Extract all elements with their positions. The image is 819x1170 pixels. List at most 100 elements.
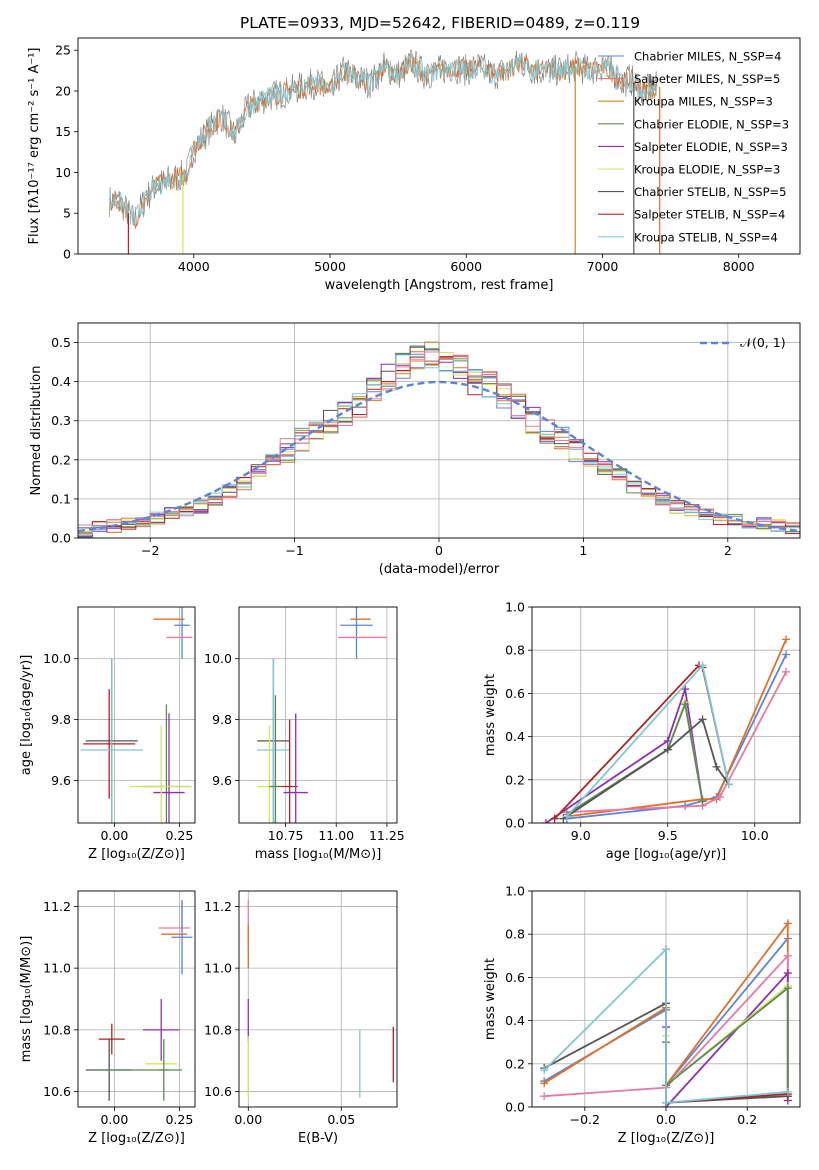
data-point-marker (540, 1092, 549, 1101)
x-tick-label: 0 (435, 543, 443, 558)
legend-label: Kroupa ELODIE, N_SSP=3 (634, 163, 780, 177)
data-point-marker (783, 919, 792, 928)
legend-label: 𝒩(0, 1) (740, 335, 786, 350)
y-tick-label: 0.0 (505, 816, 525, 831)
x-axis-label: wavelength [Angstrom, rest frame] (325, 278, 554, 293)
mass-weight-line (665, 970, 789, 1107)
y-tick-label: 9.6 (212, 773, 232, 788)
y-tick-label: 0.0 (51, 531, 71, 546)
x-axis-label: age [log₁₀(age/yr)] (606, 847, 727, 862)
mass-weight-line (545, 688, 704, 823)
mass-weight-vs-age-panel: 9.0 9.5 10.0 0.0 0.2 0.4 0.6 0.8 1.0 age [log₁₀(a… (483, 600, 801, 862)
spectrum-title: PLATE=0933, MJD=52642, FIBERID=0489, z=0… (240, 14, 640, 32)
legend-label: Salpeter ELODIE, N_SSP=3 (634, 140, 788, 154)
legend-label: Salpeter STELIB, N_SSP=4 (634, 208, 785, 222)
spectrum-panel: 4000 5000 6000 7000 8000 0 5 10 15 20 25 wavelength… (27, 37, 801, 293)
axes-frame (77, 606, 196, 824)
x-tick-label: 10.0 (741, 828, 769, 843)
x-tick-label: 0.0 (656, 1112, 676, 1127)
plot-area (540, 919, 792, 1107)
y-tick-label: 25 (55, 43, 71, 58)
y-tick-label: 0.2 (505, 772, 525, 787)
legend-label: Kroupa MILES, N_SSP=3 (634, 95, 773, 109)
spectrum-line (108, 52, 658, 229)
data-point-marker (783, 984, 792, 993)
spectrum-line (108, 52, 658, 226)
data-point-marker (540, 1066, 549, 1075)
data-point-marker (540, 1079, 549, 1088)
data-point-marker (783, 1087, 792, 1096)
x-tick-label: 7000 (587, 259, 619, 274)
y-tick-label: 9.6 (51, 773, 71, 788)
y-tick-label: 11.0 (43, 961, 71, 976)
x-tick-label: 0.25 (165, 1112, 193, 1127)
data-point-marker (662, 1098, 670, 1107)
x-axis-label: Z [log₁₀(Z/Z⊙)] (88, 847, 185, 862)
y-tick-label: 1.0 (505, 600, 525, 615)
y-tick-label: 0.4 (505, 729, 525, 744)
data-point-marker (662, 945, 670, 954)
axes-frame (531, 890, 801, 1108)
mass-weight-line (566, 698, 704, 816)
y-tick-label: 10.6 (204, 1084, 232, 1099)
x-tick-label: 0.00 (234, 1112, 262, 1127)
y-tick-label: 0.3 (51, 413, 71, 428)
y-tick-label: 0.2 (51, 452, 71, 467)
age-vs-mass-panel: 10.75 11.00 11.25 9.6 9.8 10.0 mass [log₁₀(M/M… (204, 606, 405, 862)
plot-area (78, 341, 800, 538)
mass-weight-line (665, 949, 788, 1104)
plot-area (80, 607, 193, 823)
data-point-marker (541, 819, 550, 823)
normal-curve (78, 380, 800, 533)
y-tick-label: 10.0 (204, 651, 232, 666)
histogram-step (78, 355, 800, 537)
x-axis-label: Z [log₁₀(Z/Z⊙)] (618, 1131, 715, 1146)
y-tick-label: 9.8 (51, 712, 71, 727)
x-tick-label: 9.5 (658, 828, 678, 843)
y-tick-label: 10.6 (43, 1084, 71, 1099)
y-tick-label: 20 (55, 83, 71, 98)
x-tick-label: 0.05 (327, 1112, 355, 1127)
axes-frame (77, 37, 801, 255)
y-axis-label: Flux [fλ10⁻¹⁷ erg cm⁻² s⁻¹ A⁻¹] (27, 48, 42, 245)
mass-weight-line (566, 671, 787, 814)
x-tick-label: 0.2 (737, 1112, 757, 1127)
legend-label: Chabrier ELODIE, N_SSP=3 (634, 117, 789, 131)
x-axis-label: mass [log₁₀(M/M⊙)] (255, 847, 382, 862)
y-tick-label: 0.6 (505, 686, 525, 701)
x-tick-label: 11.00 (318, 828, 354, 843)
x-tick-label: 4000 (178, 259, 210, 274)
data-point-marker (698, 661, 707, 670)
y-tick-label: 0.4 (51, 374, 71, 389)
y-tick-label: 15 (55, 124, 71, 139)
legend-label: Chabrier MILES, N_SSP=4 (634, 50, 781, 64)
mass-weight-line (566, 700, 704, 816)
legend-label: Salpeter MILES, N_SSP=5 (634, 72, 780, 86)
plot-area (257, 607, 387, 823)
y-tick-label: 5 (63, 206, 71, 221)
age-vs-metallicity-panel: 0.00 0.25 9.6 9.8 10.0 Z [log₁₀(Z/Z⊙)] age [lo… (19, 606, 196, 862)
y-axis-label: mass [log₁₀(M/M⊙)] (19, 936, 34, 1063)
x-tick-label: 9.0 (571, 828, 591, 843)
y-tick-label: 0.2 (505, 1056, 525, 1071)
data-point-marker (782, 635, 791, 644)
data-point-marker (715, 793, 724, 802)
y-tick-label: 0.8 (505, 927, 525, 942)
axes-frame (77, 890, 196, 1108)
y-axis-label: mass weight (483, 958, 498, 1040)
data-point-marker (550, 814, 559, 823)
axes-frame (77, 322, 801, 539)
data-point-marker (562, 812, 571, 821)
y-tick-label: 11.0 (204, 961, 232, 976)
data-point-marker (663, 745, 672, 754)
y-tick-label: 0.8 (505, 643, 525, 658)
x-tick-label: 11.25 (369, 828, 405, 843)
y-tick-label: 11.2 (204, 899, 232, 914)
x-tick-label: 0.00 (100, 828, 128, 843)
x-tick-label: −1 (285, 543, 303, 558)
x-tick-label: 10.75 (268, 828, 304, 843)
data-point-marker (698, 715, 707, 724)
legend-label: Chabrier STELIB, N_SSP=5 (634, 185, 786, 199)
x-tick-label: 6000 (450, 259, 482, 274)
data-point-marker (681, 685, 690, 694)
